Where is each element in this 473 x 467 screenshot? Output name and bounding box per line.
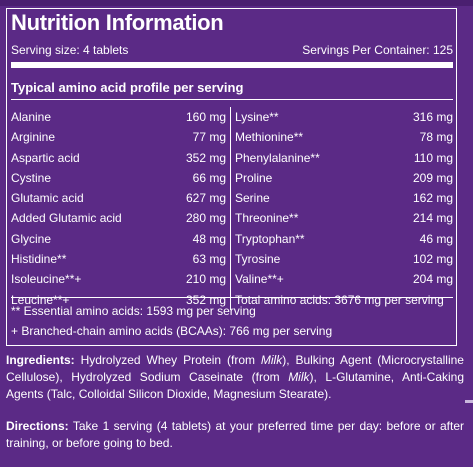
amino-name: Cystine [11, 170, 52, 185]
panel-title: Nutrition Information [11, 10, 224, 35]
table-row: Glycine 48 mg Tryptophan** 46 mg [11, 228, 453, 250]
amino-name: Methionine** [235, 130, 304, 145]
table-row: Histidine** 63 mg Tyrosine 102 mg [11, 249, 453, 270]
amino-name: Valine**+ [235, 272, 284, 287]
amino-value: 352 mg [141, 147, 231, 168]
table-row: Alanine 160 mg Lysine** 316 mg [11, 107, 453, 128]
amino-table: Alanine 160 mg Lysine** 316 mg Arginine … [11, 107, 453, 310]
serving-size: Serving size: 4 tablets [11, 43, 129, 57]
amino-value: 162 mg [412, 191, 453, 206]
amino-name: Histidine** [11, 252, 67, 267]
serving-row: Serving size: 4 tablets Servings Per Con… [11, 43, 453, 57]
directions-label: Directions: [6, 419, 69, 433]
amino-value: 63 mg [141, 249, 231, 270]
thick-divider [11, 62, 453, 68]
footnote-essential: ** Essential amino acids: 1593 mg per se… [11, 304, 256, 318]
table-row: Glutamic acid 627 mg Serine 162 mg [11, 188, 453, 209]
amino-name: Glycine [11, 231, 52, 246]
footnotes: ** Essential amino acids: 1593 mg per se… [11, 301, 453, 341]
directions-body: Take 1 serving (4 tablets) at your prefe… [6, 419, 464, 450]
table-row: Added Glutamic acid 280 mg Threonine** 2… [11, 208, 453, 229]
amino-name: Alanine [11, 110, 52, 124]
amino-name: Lysine** [235, 110, 279, 124]
ingredients-label: Ingredients: [6, 353, 75, 367]
amino-value: 48 mg [141, 228, 231, 250]
amino-name: Aspartic acid [11, 150, 80, 165]
footnote-divider [11, 297, 453, 298]
amino-value: 316 mg [412, 110, 453, 124]
amino-value: 77 mg [141, 127, 231, 148]
amino-value: 102 mg [412, 252, 453, 267]
ingredients-part: ), L-Glutamine, Anti-Caking Agents (Talc… [6, 370, 465, 401]
amino-value: 66 mg [141, 167, 231, 189]
edge-marker [465, 400, 473, 403]
amino-value: 352 mg [141, 289, 231, 310]
amino-value: 280 mg [141, 208, 231, 229]
amino-value: 209 mg [412, 170, 453, 185]
ingredients-part: Hydrolyzed Whey Protein (from [74, 353, 261, 367]
amino-name: Added Glutamic acid [11, 211, 122, 226]
ingredients-part: ), Bulking Agent (Microcrystalline Cellu… [6, 353, 464, 384]
table-row: Aspartic acid 352 mg Phenylalanine** 110… [11, 147, 453, 168]
amino-name: Serine [235, 191, 270, 206]
nutrition-panel [6, 8, 457, 346]
amino-value: 210 mg [141, 269, 231, 290]
amino-value: 78 mg [419, 130, 453, 145]
amino-name: Arginine [11, 130, 56, 145]
allergen-milk: Milk [288, 370, 310, 384]
amino-name: Phenylalanine** [235, 150, 320, 165]
allergen-milk: Milk [260, 353, 283, 367]
table-row: Arginine 77 mg Methionine** 78 mg [11, 127, 453, 148]
amino-value: 46 mg [419, 231, 453, 246]
amino-value: 204 mg [412, 272, 453, 287]
amino-name: Proline [235, 170, 273, 185]
amino-value: 214 mg [412, 211, 453, 226]
amino-name: Threonine** [235, 211, 299, 226]
amino-name: Tryptophan** [235, 231, 305, 246]
amino-name: Isoleucine**+ [11, 272, 82, 287]
amino-name: Tyrosine [235, 252, 281, 267]
section-divider [11, 99, 453, 100]
total-amino-acids: Total amino acids: 3676 mg per serving [235, 292, 444, 307]
table-row: Leucine**+ 352 mg Total amino acids: 367… [11, 289, 453, 310]
ingredients-text: Ingredients: Hydrolyzed Whey Protein (fr… [6, 352, 464, 403]
servings-per-container: Servings Per Container: 125 [302, 43, 453, 57]
footnote-bcaa: + Branched-chain amino acids (BCAAs): 76… [11, 324, 333, 338]
amino-value: 627 mg [141, 188, 231, 209]
amino-name: Leucine**+ [11, 292, 70, 307]
table-row: Isoleucine**+ 210 mg Valine**+ 204 mg [11, 269, 453, 290]
directions-text: Directions: Take 1 serving (4 tablets) a… [6, 418, 464, 452]
amino-name: Glutamic acid [11, 191, 84, 206]
top-strip [0, 0, 473, 6]
table-row: Cystine 66 mg Proline 209 mg [11, 167, 453, 189]
amino-value: 160 mg [141, 107, 231, 128]
amino-value: 110 mg [413, 150, 453, 165]
section-title: Typical amino acid profile per serving [11, 80, 244, 95]
